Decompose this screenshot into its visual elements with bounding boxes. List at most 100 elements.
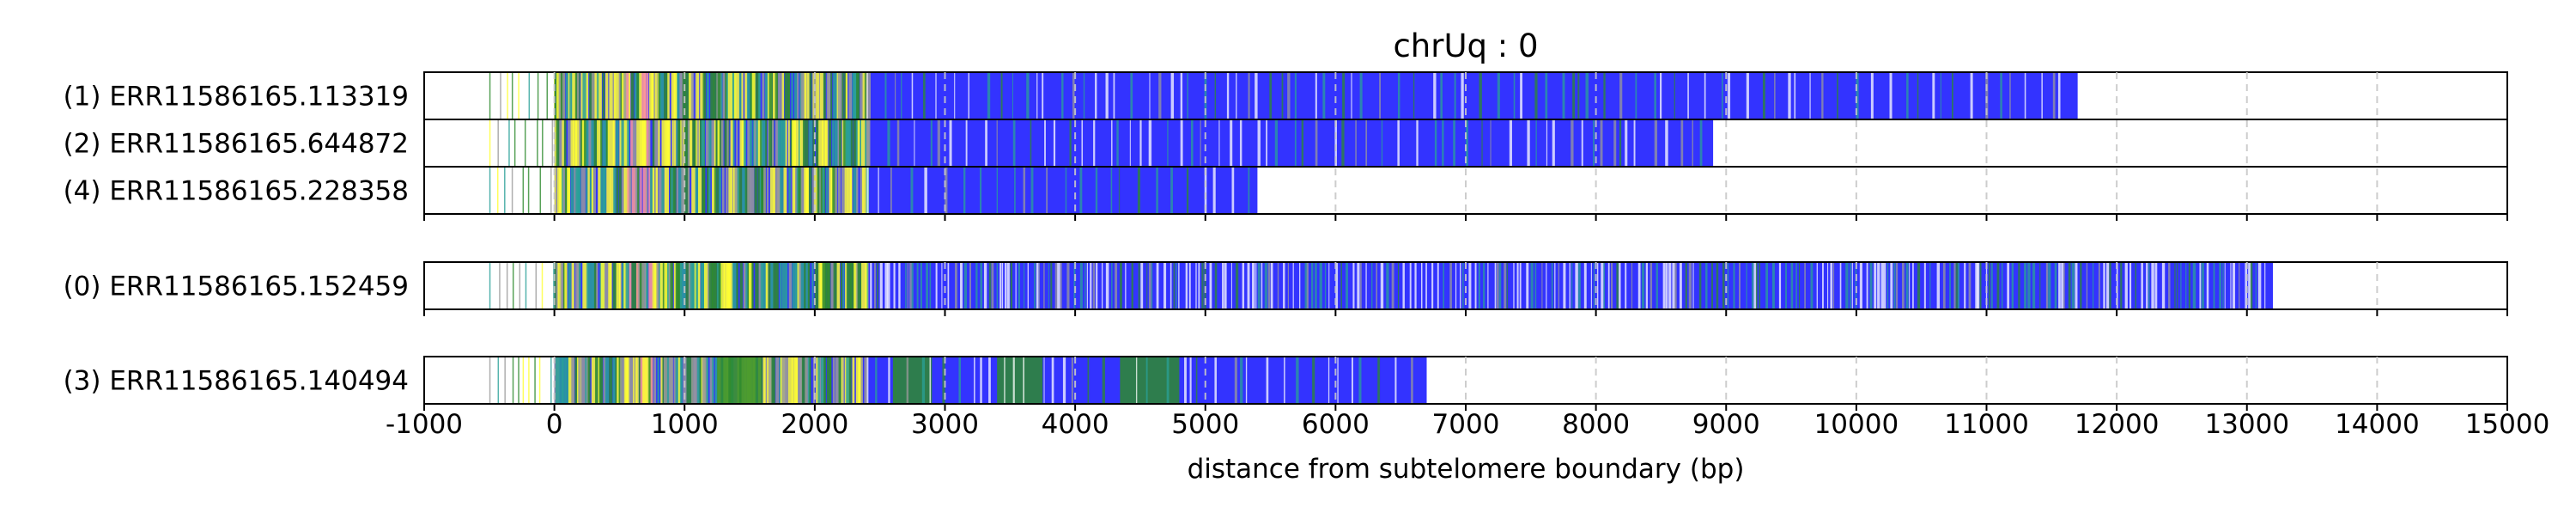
variant-line — [551, 119, 554, 167]
variant-line — [1625, 119, 1628, 167]
variant-line — [1170, 262, 1172, 309]
variant-line — [589, 262, 593, 309]
variant-line — [1240, 357, 1243, 404]
variant-line — [717, 119, 720, 167]
variant-line — [762, 262, 768, 309]
variant-line — [1827, 262, 1829, 309]
variant-line — [1425, 262, 1427, 309]
variant-line — [1036, 262, 1039, 309]
variant-line — [682, 72, 686, 119]
variant-line — [793, 119, 798, 167]
variant-line — [1287, 262, 1290, 309]
variant-line — [1239, 119, 1242, 167]
variant-line — [623, 119, 629, 167]
variant-line — [684, 167, 690, 214]
variant-line — [841, 357, 845, 404]
variant-line — [2057, 72, 2061, 119]
track-label: (2) ERR11586165.644872 — [64, 129, 409, 160]
variant-line — [1180, 119, 1183, 167]
variant-line — [565, 72, 569, 119]
variant-line — [524, 119, 526, 167]
variant-line — [942, 357, 945, 404]
variant-line — [920, 262, 922, 309]
variant-line — [1581, 119, 1583, 167]
variant-line — [807, 262, 811, 309]
variant-line — [847, 119, 850, 167]
variant-line — [1953, 262, 1956, 309]
variant-line — [1027, 262, 1029, 309]
variant-line — [528, 357, 530, 404]
grid-layer — [553, 72, 2379, 404]
variant-line — [835, 167, 837, 214]
variant-line — [963, 167, 966, 214]
variant-line — [1688, 262, 1692, 309]
variant-line — [793, 72, 798, 119]
variant-line — [1461, 72, 1464, 119]
variant-line — [2098, 262, 2100, 309]
variant-line — [1086, 262, 1088, 309]
variant-line — [821, 357, 825, 404]
variant-line — [1877, 262, 1880, 309]
variant-line — [999, 262, 1002, 309]
variant-line — [1222, 262, 1224, 309]
variant-line — [1534, 72, 1538, 119]
variant-line — [720, 262, 726, 309]
variant-line — [1411, 357, 1413, 404]
variant-line — [661, 119, 665, 167]
variant-line — [1912, 262, 1914, 309]
variant-line — [795, 357, 799, 404]
variant-line — [800, 72, 804, 119]
variant-line — [870, 262, 872, 309]
variant-line — [901, 72, 902, 119]
variant-line — [665, 167, 669, 214]
variant-line — [1668, 262, 1672, 309]
variant-line — [594, 357, 599, 404]
variant-line — [1504, 262, 1507, 309]
variant-line — [1012, 72, 1013, 119]
variant-line — [598, 357, 600, 404]
variant-line — [1130, 72, 1133, 119]
variant-line — [1230, 262, 1232, 309]
variant-line — [714, 119, 717, 167]
variant-line — [1218, 119, 1220, 167]
variant-line — [650, 357, 653, 404]
variant-line — [764, 72, 769, 119]
variant-line — [837, 72, 843, 119]
variant-line — [1551, 262, 1553, 309]
variant-line — [806, 167, 810, 214]
variant-line — [848, 72, 853, 119]
variant-line — [706, 72, 709, 119]
variant-line — [798, 167, 803, 214]
variant-line — [2116, 262, 2118, 309]
variant-line — [833, 72, 838, 119]
variant-line — [708, 167, 711, 214]
variant-line — [856, 167, 859, 214]
variant-line — [576, 167, 580, 214]
variant-line — [1692, 262, 1694, 309]
variant-line — [586, 262, 590, 309]
variant-line — [659, 167, 664, 214]
variant-line — [562, 72, 566, 119]
variant-line — [804, 262, 806, 309]
variant-line — [676, 119, 679, 167]
variant-line — [853, 119, 858, 167]
variant-line — [1468, 262, 1472, 309]
variant-line — [866, 72, 871, 119]
variant-line — [2048, 262, 2051, 309]
variant-line — [717, 72, 721, 119]
variant-line — [710, 72, 714, 119]
variant-line — [723, 262, 729, 309]
variant-line — [1060, 262, 1062, 309]
variant-line — [570, 167, 574, 214]
variant-line — [965, 119, 968, 167]
x-axis: -1000 0 1000 2000 3000 4000 5000 6000 7000 8000 90… — [386, 214, 2549, 440]
variant-line — [1001, 262, 1004, 309]
variant-line — [1274, 119, 1278, 167]
variant-line — [762, 357, 766, 404]
variant-line — [2063, 262, 2065, 309]
variant-line — [1596, 262, 1599, 309]
variant-line — [702, 357, 707, 404]
variant-line — [612, 119, 616, 167]
variant-line — [773, 262, 777, 309]
track-label: (1) ERR11586165.113319 — [64, 82, 409, 113]
